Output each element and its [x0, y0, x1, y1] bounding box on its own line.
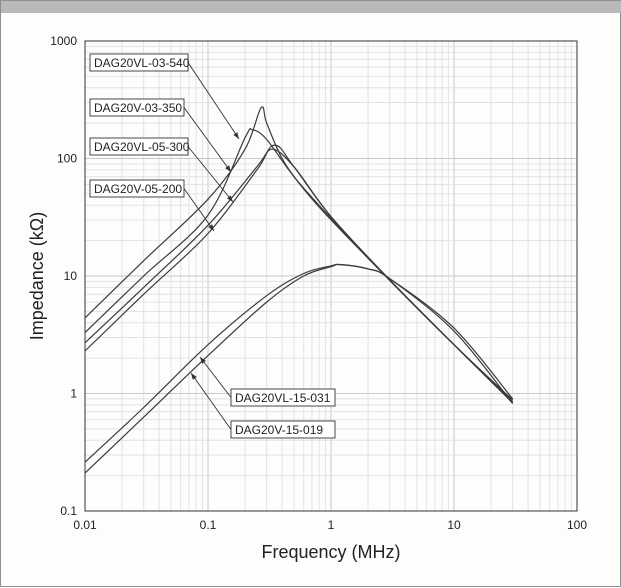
x-axis-title: Frequency (MHz): [261, 542, 400, 562]
callout-box: [230, 420, 336, 439]
callout-dag20v-03-350: DAG20V-03-350: [89, 98, 232, 173]
x-tick-label: 0.01: [73, 518, 97, 532]
top-band: [1, 1, 621, 13]
callout-leader: [190, 372, 232, 430]
callout-box: [89, 179, 185, 198]
x-tick-label: 1: [328, 518, 335, 532]
callout-arrowhead: [208, 224, 214, 231]
callouts: DAG20VL-03-540 DAG20V-03-350 DAG20VL-05-30…: [89, 53, 336, 439]
series-dag20v-05-200: [84, 148, 514, 404]
callout-label: DAG20VL-03-540: [94, 56, 190, 70]
callout-label: DAG20VL-15-031: [235, 391, 331, 405]
callout-dag20vl-15-031: DAG20VL-15-031: [199, 356, 336, 407]
callout-label: DAG20VL-05-300: [94, 140, 190, 154]
callout-dag20v-15-019: DAG20V-15-019: [190, 372, 336, 439]
y-tick-label: 10: [64, 269, 78, 283]
y-tick-label: 1: [70, 387, 77, 401]
series-group: [84, 106, 514, 474]
series-dag20v-15-019: [84, 263, 514, 474]
y-tick-label: 100: [57, 152, 77, 166]
callout-leader: [183, 188, 215, 232]
callout-leader: [199, 356, 232, 398]
callout-box: [89, 137, 189, 156]
x-tick-label: 100: [567, 518, 587, 532]
callout-dag20vl-05-300: DAG20VL-05-300: [89, 137, 234, 203]
y-tick-label: 0.1: [60, 504, 77, 518]
callout-leader: [187, 146, 234, 203]
plot-area: [84, 40, 578, 512]
x-tick-label: 10: [447, 518, 461, 532]
callout-label: DAG20V-15-019: [235, 423, 323, 437]
x-tick-label: 0.1: [200, 518, 217, 532]
callout-box: [89, 98, 185, 117]
callout-leader: [183, 107, 232, 173]
y-tick-label: 1000: [50, 34, 77, 48]
callout-label: DAG20V-05-200: [94, 182, 182, 196]
callout-arrowhead: [191, 373, 197, 380]
callout-arrowhead: [225, 165, 231, 172]
callout-dag20v-05-200: DAG20V-05-200: [89, 179, 215, 232]
series-dag20vl-15-031: [84, 263, 514, 463]
callout-arrowhead: [227, 195, 233, 202]
callout-label: DAG20V-03-350: [94, 101, 182, 115]
callout-box: [89, 53, 189, 72]
callout-arrowhead: [233, 132, 239, 139]
callout-box: [230, 388, 336, 407]
y-axis-title: Impedance (kΩ): [27, 212, 47, 341]
callout-leader: [187, 62, 240, 140]
callout-dag20vl-03-540: DAG20VL-03-540: [89, 53, 240, 140]
callout-arrowhead: [200, 357, 206, 364]
x-tick-labels: 0.01 0.1 1 10 100: [73, 518, 587, 532]
y-tick-labels: 0.1 1 10 100 1000: [50, 34, 77, 518]
